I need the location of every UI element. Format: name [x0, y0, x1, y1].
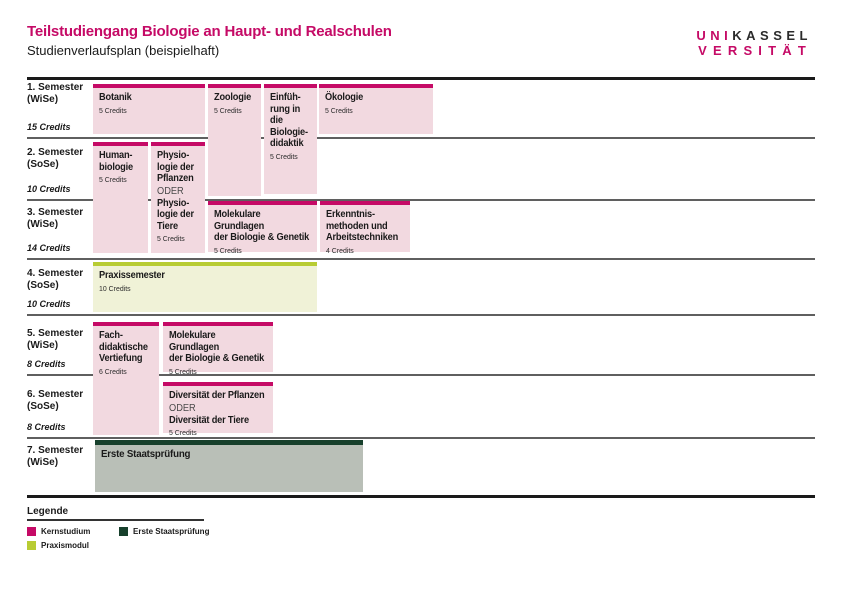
module-erste-staatspruefung: Erste Staatsprüfung [95, 440, 363, 492]
module-fachdidaktische-vertiefung: Fach- didaktische Vertiefung 6 Credits [93, 322, 159, 435]
praxismodul-color-swatch [27, 541, 36, 550]
separator-sem3 [27, 258, 815, 260]
page-subtitle: Studienverlaufsplan (beispielhaft) [27, 43, 220, 58]
module-title: Erkenntnis- methoden und Arbeitstechnike… [326, 209, 399, 243]
module-credits: 5 Credits [169, 428, 197, 437]
semester-4-credits: 10 Credits [27, 299, 71, 309]
separator-sem4 [27, 314, 815, 316]
module-title: Einfüh- rung in die Biologie- didaktik [270, 92, 308, 149]
module-title: Physio- logie der Pflanzen [157, 150, 194, 184]
module-credits: 5 Credits [99, 175, 127, 184]
module-credits: 5 Credits [99, 105, 127, 115]
module-praxissemester: Praxissemester 10 Credits [93, 262, 317, 312]
semester-5-label: 5. Semester (WiSe) [27, 328, 84, 351]
legend-rule [27, 519, 204, 521]
separator-sem6 [27, 437, 815, 439]
module-title: Botanik [99, 92, 132, 103]
separator-sem5 [27, 374, 815, 376]
semester-6-label: 6. Semester (SoSe) [27, 389, 84, 412]
module-credits: 6 Credits [99, 366, 127, 376]
logo-kassel-text: KASSEL [732, 28, 812, 43]
module-title: Molekulare Grundlagen der Biologie & Gen… [169, 330, 265, 364]
module-credits: 5 Credits [325, 105, 353, 115]
separator-sem7 [27, 495, 815, 498]
semester-4-label: 4. Semester (SoSe) [27, 268, 84, 291]
module-credits: 10 Credits [99, 283, 131, 293]
module-oder-label: ODER [157, 185, 184, 197]
kernstudium-color-swatch [27, 527, 36, 536]
semester-1-credits: 15 Credits [27, 122, 71, 132]
module-title: Praxissemester [99, 270, 165, 281]
header-rule [27, 77, 815, 80]
module-erkenntnismethoden: Erkenntnis- methoden und Arbeitstechnike… [320, 201, 410, 255]
module-title: Zoologie [214, 92, 252, 103]
module-credits: 4 Credits [326, 245, 354, 255]
module-biologiedidaktik: Einfüh- rung in die Biologie- didaktik 5… [264, 84, 317, 194]
legend-label: Kernstudium [41, 527, 91, 536]
module-zoologie: Zoologie 5 Credits [208, 84, 261, 196]
legend-heading: Legende [27, 506, 69, 517]
module-credits: 5 Credits [169, 366, 197, 376]
semester-3-credits: 14 Credits [27, 243, 71, 253]
legend-item-kernstudium: Kernstudium [27, 527, 90, 536]
module-title-alt: Diversität der Tiere [169, 414, 249, 426]
module-credits: 5 Credits [214, 245, 242, 255]
staatspruefung-color-swatch [119, 527, 128, 536]
separator-sem1 [27, 137, 815, 139]
module-physiologie: Physio- logie der Pflanzen ODER Physio- … [151, 142, 205, 253]
module-oekologie: Ökologie 5 Credits [319, 84, 433, 134]
semester-1-label: 1. Semester (WiSe) [27, 82, 84, 105]
module-title: Erste Staatsprüfung [101, 448, 191, 460]
module-title: Molekulare Grundlagen der Biologie & Gen… [214, 209, 310, 243]
module-title: Fach- didaktische Vertiefung [99, 330, 148, 364]
semester-2-label: 2. Semester (SoSe) [27, 147, 84, 170]
semester-6-credits: 8 Credits [27, 422, 66, 432]
semester-5-credits: 8 Credits [27, 359, 66, 369]
module-molekulare-grundlagen-sem5: Molekulare Grundlagen der Biologie & Gen… [163, 322, 273, 376]
legend-item-staatspruefung: Erste Staatsprüfung [119, 527, 209, 536]
module-title: Ökologie [325, 92, 364, 103]
module-oder-label: ODER [169, 402, 196, 414]
semester-7-label: 7. Semester (WiSe) [27, 445, 84, 468]
module-title-alt: Physio- logie der Tiere [157, 197, 194, 232]
logo-versitaet-text: VERSITÄT [698, 43, 812, 58]
module-humanbiologie: Human- biologie 5 Credits [93, 142, 148, 253]
module-credits: 5 Credits [214, 105, 242, 115]
module-credits: 5 Credits [157, 234, 185, 243]
legend-label: Praxismodul [41, 541, 90, 550]
legend-label: Erste Staatsprüfung [133, 527, 210, 536]
semester-2-credits: 10 Credits [27, 184, 71, 194]
semester-3-label: 3. Semester (WiSe) [27, 207, 84, 230]
module-diversitaet: Diversität der Pflanzen ODER Diversität … [163, 382, 273, 437]
legend-item-praxismodul: Praxismodul [27, 541, 89, 550]
module-molekulare-grundlagen-sem3: Molekulare Grundlagen der Biologie & Gen… [208, 201, 317, 255]
module-credits: 5 Credits [270, 151, 298, 161]
logo-uni-text: UNI [696, 28, 733, 43]
page-title: Teilstudiengang Biologie an Haupt- und R… [27, 23, 392, 40]
separator-sem2 [27, 199, 815, 201]
module-title: Human- biologie [99, 150, 133, 173]
module-botanik: Botanik 5 Credits [93, 84, 205, 134]
uni-kassel-logo: UNIKASSEL VERSITÄT [696, 28, 812, 58]
module-title: Diversität der Pflanzen [169, 390, 265, 401]
